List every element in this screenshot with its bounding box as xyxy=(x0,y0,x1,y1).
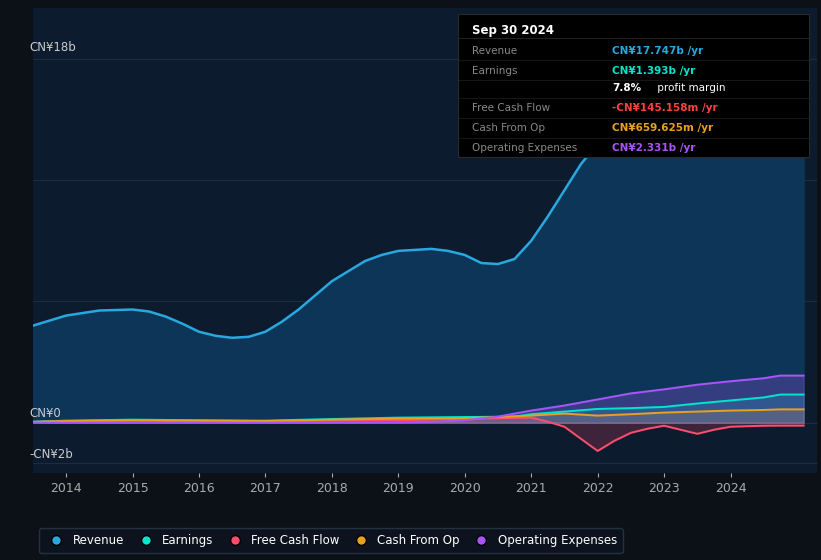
Text: Cash From Op: Cash From Op xyxy=(472,123,545,133)
Legend: Revenue, Earnings, Free Cash Flow, Cash From Op, Operating Expenses: Revenue, Earnings, Free Cash Flow, Cash … xyxy=(39,529,623,553)
Text: profit margin: profit margin xyxy=(654,83,726,94)
Text: 7.8%: 7.8% xyxy=(612,83,641,94)
Text: Sep 30 2024: Sep 30 2024 xyxy=(472,24,554,37)
Text: Earnings: Earnings xyxy=(472,66,518,76)
Text: CN¥18b: CN¥18b xyxy=(29,41,76,54)
Text: Operating Expenses: Operating Expenses xyxy=(472,143,577,153)
Text: Free Cash Flow: Free Cash Flow xyxy=(472,103,550,113)
Text: Revenue: Revenue xyxy=(472,46,517,56)
Text: CN¥17.747b /yr: CN¥17.747b /yr xyxy=(612,46,704,56)
Text: CN¥0: CN¥0 xyxy=(29,407,61,421)
Text: CN¥1.393b /yr: CN¥1.393b /yr xyxy=(612,66,695,76)
Text: -CN¥145.158m /yr: -CN¥145.158m /yr xyxy=(612,103,718,113)
Text: CN¥659.625m /yr: CN¥659.625m /yr xyxy=(612,123,713,133)
Text: -CN¥2b: -CN¥2b xyxy=(29,448,73,461)
Text: CN¥2.331b /yr: CN¥2.331b /yr xyxy=(612,143,695,153)
